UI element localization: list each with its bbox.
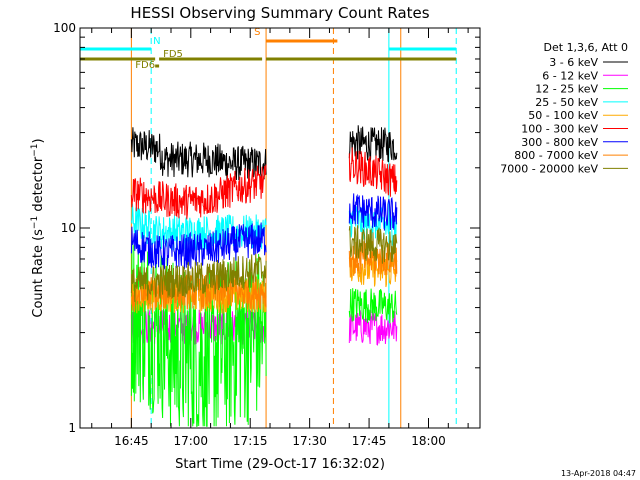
series-5 [130,147,398,220]
flag-label-2: FD6 [135,60,155,71]
series-0-segment-0 [130,127,267,181]
legend-label-7: 800 - 7000 keV [514,149,598,162]
legend-title: Det 1,3,6, Att 0 [544,41,628,54]
legend-label-1: 6 - 12 keV [542,69,598,82]
y-axis-label-sup-2: −1 [30,143,40,156]
chart-title: HESSI Observing Summary Count Rates [130,4,429,22]
series-8 [130,225,398,302]
series-6-segment-0 [130,222,267,270]
legend-label-3: 25 - 50 keV [535,96,598,109]
x-axis-label: Start Time (29-Oct-17 16:32:02) [175,457,385,472]
footer-timestamp: 13-Apr-2018 04:47 [561,469,636,478]
legend-label-6: 300 - 800 keV [521,136,598,149]
series-5-segment-0 [130,164,267,220]
y-axis-label-suffix: ) [31,138,46,143]
y-axis-label-sup-1: −1 [30,216,40,229]
series-6 [130,193,398,270]
y-axis-ticks: 1 10 100 [53,21,480,435]
series-2-segment-0 [130,237,267,428]
series-3-segment-0 [130,203,267,251]
series-2-segment-1 [348,288,398,324]
x-tick-label-4: 17:45 [352,434,387,448]
flag-label-0: N [153,36,160,47]
legend-label-0: 3 - 6 keV [549,56,598,69]
y-axis-label-mid: detector [31,156,46,216]
plot-area: N S FD6 FD5 [79,27,457,428]
x-tick-label-2: 17:15 [233,434,268,448]
series-0 [130,125,398,181]
y-axis-label-prefix: Count Rate (s [31,229,46,318]
y-tick-label-2: 100 [53,21,76,35]
flag-label-1: S [254,27,260,38]
y-tick-label-0: 1 [68,421,76,435]
flag-bars: N S FD6 FD5 [80,27,457,71]
x-tick-label-3: 17:30 [292,434,327,448]
series-8-segment-0 [130,253,267,302]
legend-label-2: 12 - 25 keV [535,83,598,96]
series-0-segment-1 [348,125,398,163]
legend-label-4: 50 - 100 keV [528,109,598,122]
x-tick-label-0: 16:45 [114,434,149,448]
flag-label-3: FD5 [163,49,183,60]
series-layer [130,125,398,428]
x-axis-ticks: 16:45 17:00 17:15 17:30 17:45 18:00 [91,28,469,448]
series-6-segment-1 [348,193,398,231]
legend-label-5: 100 - 300 keV [521,123,598,136]
series-2 [130,237,398,428]
y-tick-label-1: 10 [61,221,76,235]
series-8-segment-1 [348,225,398,264]
x-tick-label-5: 18:00 [411,434,446,448]
legend-label-8: 7000 - 20000 keV [500,162,598,175]
y-axis-label: Count Rate (s−1 detector−1) [30,138,46,317]
x-tick-label-1: 17:00 [173,434,208,448]
series-5-segment-1 [348,147,398,197]
